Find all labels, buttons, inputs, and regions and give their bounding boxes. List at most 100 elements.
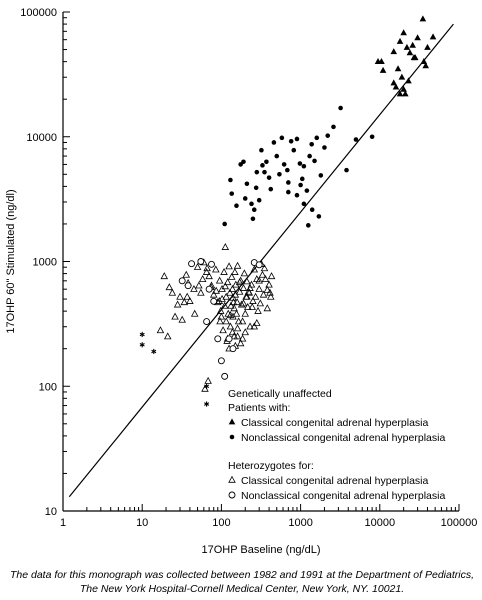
legend-title-unaffected: Genetically unaffected (228, 388, 332, 400)
data-point-nonclassical-patient (285, 167, 290, 173)
x-tick-label: 100000 (441, 517, 478, 529)
data-point-nonclassical-patient (344, 167, 349, 173)
data-point-classical-heterozygote (243, 302, 252, 310)
data-point-classical-heterozygote (215, 297, 224, 304)
data-point-nonclassical-patient (325, 133, 331, 138)
data-point-nonclassical-patient (331, 124, 336, 130)
data-point-nonclassical-patient (307, 153, 312, 159)
data-point-classical-heterozygote (238, 317, 247, 325)
data-point-classical-heterozygote (227, 301, 235, 309)
data-point-classical-heterozygote (186, 297, 194, 304)
data-point-classical-heterozygote (251, 292, 260, 300)
data-point-classical-heterozygote (190, 284, 198, 292)
data-point-classical-heterozygote (249, 297, 257, 304)
data-point-classical-heterozygote (183, 292, 191, 300)
y-axis-title: 17OHP 60" Stimulated (ng/dl) (5, 189, 17, 333)
data-point-classical-heterozygote (221, 282, 230, 290)
data-point-nonclassical-patient (264, 159, 269, 165)
data-point-nonclassical-patient (322, 145, 327, 150)
data-point-classical-heterozygote (253, 318, 261, 326)
data-point-nonclassical-heterozygote (210, 297, 218, 305)
data-point-classical-heterozygote (220, 301, 229, 309)
data-point-classical-heterozygote (173, 300, 182, 308)
data-point-nonclassical-patient (277, 172, 282, 177)
data-point-classical-heterozygote (176, 292, 184, 300)
data-point-nonclassical-patient (254, 169, 260, 175)
data-point-classical-heterozygote (212, 265, 220, 273)
data-point-classical-heterozygote (231, 268, 239, 275)
data-point-nonclassical-heterozygote (255, 261, 263, 269)
data-point-classical-heterozygote (254, 306, 262, 314)
data-point-nonclassical-heterozygote (178, 277, 186, 285)
data-point-classical-patient (394, 65, 402, 72)
data-point-classical-heterozygote (266, 288, 274, 296)
legend: Genetically unaffected Patients with: Cl… (228, 388, 445, 502)
data-point-classical-heterozygote (259, 290, 268, 298)
data-point-classical-patient (379, 66, 387, 73)
data-points (139, 15, 437, 407)
data-point-classical-heterozygote (171, 312, 179, 320)
data-point-classical-heterozygote (218, 294, 226, 302)
data-point-classical-patient (400, 85, 407, 92)
data-point-classical-heterozygote (265, 280, 273, 288)
data-point-classical-heterozygote (241, 328, 250, 336)
data-point-classical-heterozygote (245, 288, 254, 296)
data-point-nonclassical-patient (241, 159, 246, 165)
x-tick-label: 100 (212, 517, 230, 529)
data-point-nonclassical-patient (305, 223, 311, 228)
data-point-nonclassical-heterozygote (188, 260, 196, 268)
data-point-classical-heterozygote (241, 309, 250, 317)
legend-open-triangle-icon (228, 475, 236, 483)
data-point-classical-patient (392, 83, 400, 90)
data-point-classical-heterozygote (229, 298, 238, 306)
data-point-nonclassical-patient (222, 221, 227, 227)
data-point-classical-heterozygote (239, 284, 248, 291)
data-point-nonclassical-heterozygote (225, 335, 233, 343)
data-point-classical-heterozygote (212, 286, 220, 294)
data-point-classical-patient (422, 62, 430, 69)
data-point-nonclassical-patient (251, 207, 257, 213)
data-point-classical-patient (411, 54, 419, 61)
data-point-classical-heterozygote (222, 292, 230, 300)
data-point-classical-patient (390, 48, 398, 55)
legend-title-heterozygotes: Heterozygotes for: (228, 460, 314, 472)
data-point-nonclassical-patient (299, 176, 305, 182)
data-point-classical-heterozygote (205, 272, 213, 280)
data-point-classical-heterozygote (222, 317, 230, 325)
data-point-classical-heterozygote (237, 300, 246, 308)
y-tick-label: 10 (45, 506, 57, 518)
data-point-classical-heterozygote (216, 306, 225, 314)
data-point-nonclassical-patient (229, 191, 235, 196)
data-point-classical-heterozygote (160, 272, 169, 280)
data-point-nonclassical-heterozygote (229, 345, 237, 353)
legend-marker (229, 434, 235, 440)
data-point-classical-patient (396, 90, 404, 97)
data-point-nonclassical-patient (244, 181, 250, 187)
data-point-classical-heterozygote (250, 265, 259, 273)
data-point-classical-heterozygote (156, 326, 165, 334)
data-point-classical-heterozygote (263, 285, 272, 293)
data-point-classical-heterozygote (219, 326, 227, 334)
data-point-classical-heterozygote (182, 270, 191, 278)
data-point-nonclassical-heterozygote (208, 260, 215, 268)
data-point-classical-heterozygote (233, 298, 241, 306)
data-point-classical-heterozygote (253, 275, 261, 282)
data-point-classical-heterozygote (267, 272, 276, 280)
scatter-chart: 1 10 100 1000 10000 1000001010010001000010000… (5, 7, 478, 556)
data-point-classical-heterozygote (232, 280, 240, 288)
data-point-classical-patient (406, 49, 414, 56)
legend-marker (228, 475, 236, 483)
data-point-nonclassical-patient (281, 162, 287, 167)
data-point-nonclassical-heterozygote (214, 335, 222, 343)
data-point-classical-heterozygote (250, 322, 259, 330)
data-point-nonclassical-patient (304, 188, 310, 193)
data-point-classical-heterozygote (193, 262, 202, 270)
data-point-classical-heterozygote (226, 311, 235, 319)
x-tick-label: 1000 (288, 517, 312, 529)
data-point-classical-heterozygote (240, 269, 249, 277)
data-point-nonclassical-patient (353, 137, 359, 142)
x-axis-title: 17OHP Baseline (ng/dL) (201, 544, 320, 556)
data-point-classical-heterozygote (233, 261, 242, 269)
legend-title-patients: Patients with: (228, 402, 290, 414)
data-point-classical-heterozygote (226, 322, 235, 330)
